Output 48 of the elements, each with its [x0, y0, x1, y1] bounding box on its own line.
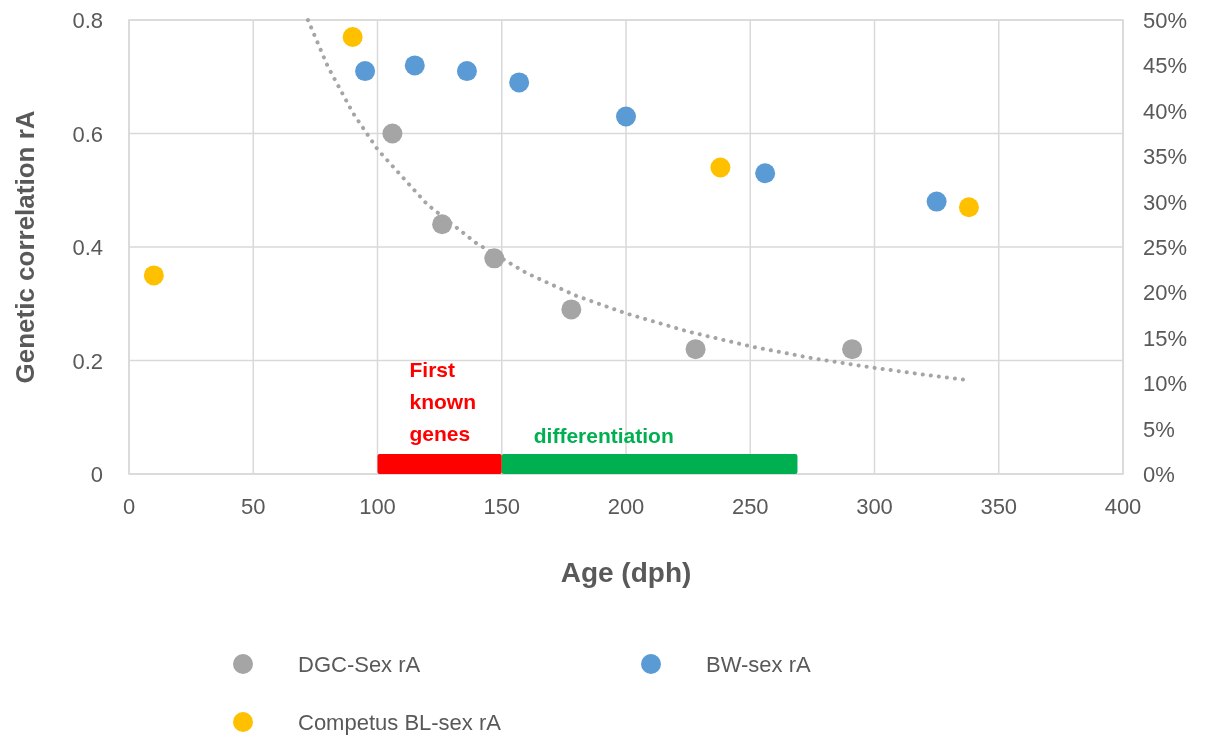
y2-tick-label: 45%: [1143, 53, 1188, 79]
x-tick-label: 50: [241, 494, 266, 519]
y2-tick-label: 40%: [1143, 98, 1188, 124]
legend-label: DGC-Sex rA: [298, 652, 421, 677]
y2-tick-label: 10%: [1143, 371, 1188, 397]
x-tick-label: 400: [1104, 494, 1142, 519]
point: [616, 106, 636, 127]
y-axis-title: Genetic correlation rA: [10, 110, 40, 384]
legend-label: Competus BL-sex rA: [298, 710, 502, 735]
point: [404, 55, 425, 76]
point: [755, 163, 776, 184]
point: [685, 339, 706, 360]
y2-tick-label: 15%: [1143, 325, 1188, 351]
point: [509, 72, 530, 93]
y-tick-label: 0.8: [72, 8, 103, 33]
point: [355, 61, 376, 82]
point: [382, 123, 403, 144]
y2-tick-label: 30%: [1143, 189, 1188, 215]
y-tick-label: 0: [90, 462, 103, 487]
x-tick-label: 200: [607, 494, 645, 519]
x-tick-label: 350: [980, 494, 1018, 519]
band-label: differentiation: [533, 424, 674, 447]
point: [143, 265, 164, 286]
x-tick-label: 0: [122, 494, 136, 519]
point: [561, 299, 582, 320]
x-tick-label: 100: [359, 494, 396, 519]
x-tick-label: 150: [483, 494, 521, 519]
y2-tick-label: 5%: [1143, 416, 1175, 442]
x-tick-label: 250: [731, 494, 769, 519]
point: [432, 214, 453, 235]
x-axis-title: Age (dph): [560, 557, 692, 588]
y2-tick-label: 0%: [1143, 462, 1175, 487]
point: [842, 339, 863, 360]
point: [710, 157, 731, 178]
y-tick-label: 0.6: [72, 121, 103, 147]
y2-tick-label: 20%: [1143, 280, 1188, 306]
y-tick-label: 0.2: [72, 348, 103, 374]
x-tick-label: 300: [856, 494, 893, 519]
y2-tick-label: 25%: [1143, 235, 1188, 260]
y-tick-label: 0.4: [72, 235, 103, 260]
point: [958, 197, 979, 218]
point: [926, 191, 947, 212]
y2-tick-label: 50%: [1143, 8, 1188, 33]
y2-tick-label: 35%: [1143, 144, 1188, 170]
point: [342, 27, 363, 48]
band-label: First known genes: [409, 358, 476, 445]
point: [456, 61, 477, 82]
legend-label: BW-sex rA: [706, 652, 812, 677]
